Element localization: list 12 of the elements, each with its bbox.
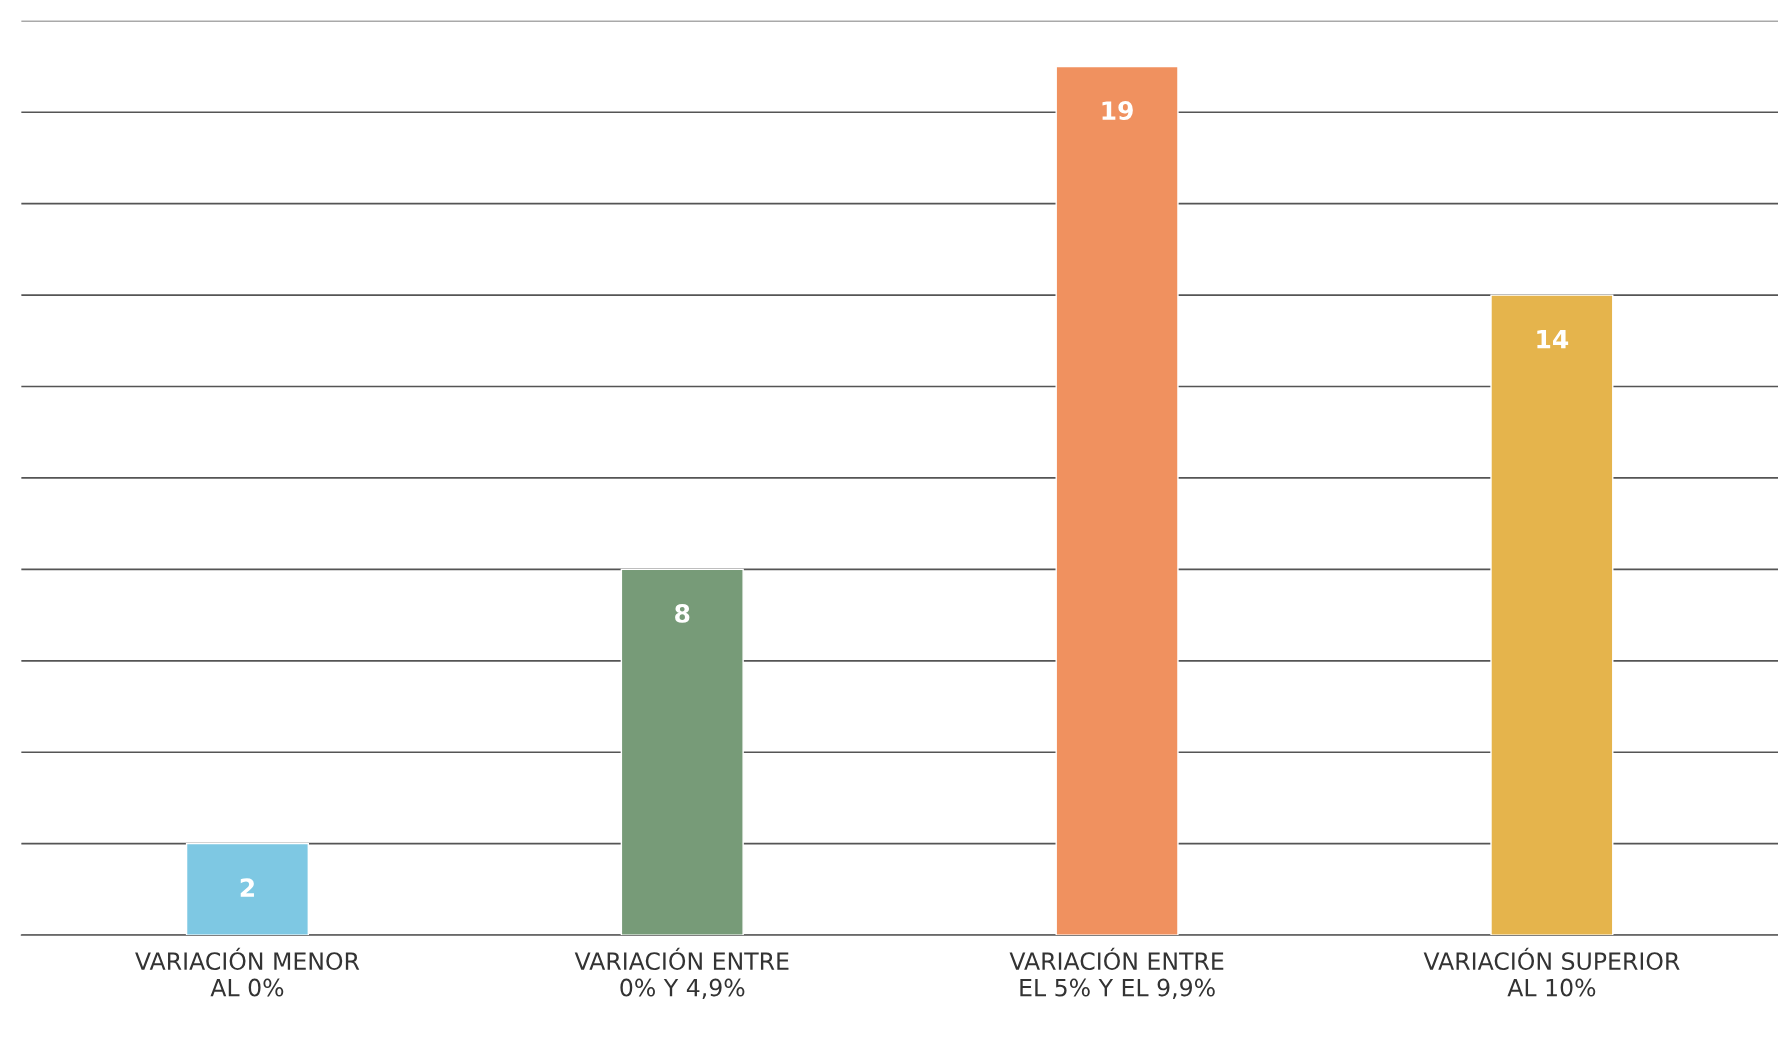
data-label: 2 xyxy=(240,878,254,897)
bar xyxy=(185,842,310,936)
data-label: 19 xyxy=(1102,101,1133,120)
data-label: 8 xyxy=(675,603,690,623)
bar xyxy=(1490,294,1614,936)
x-tick-label: VARIACIÓN MENOR AL 0% xyxy=(135,947,360,997)
bar xyxy=(1055,65,1179,936)
data-label: 14 xyxy=(1537,329,1569,349)
x-tick-label: VARIACIÓN SUPERIOR AL 10% xyxy=(1423,947,1680,997)
x-tick-label: VARIACIÓN ENTRE EL 5% Y EL 9,9% xyxy=(1009,947,1224,999)
bar xyxy=(620,568,744,936)
x-tick-label: VARIACIÓN ENTRE 0% Y 4,9% xyxy=(574,947,789,999)
